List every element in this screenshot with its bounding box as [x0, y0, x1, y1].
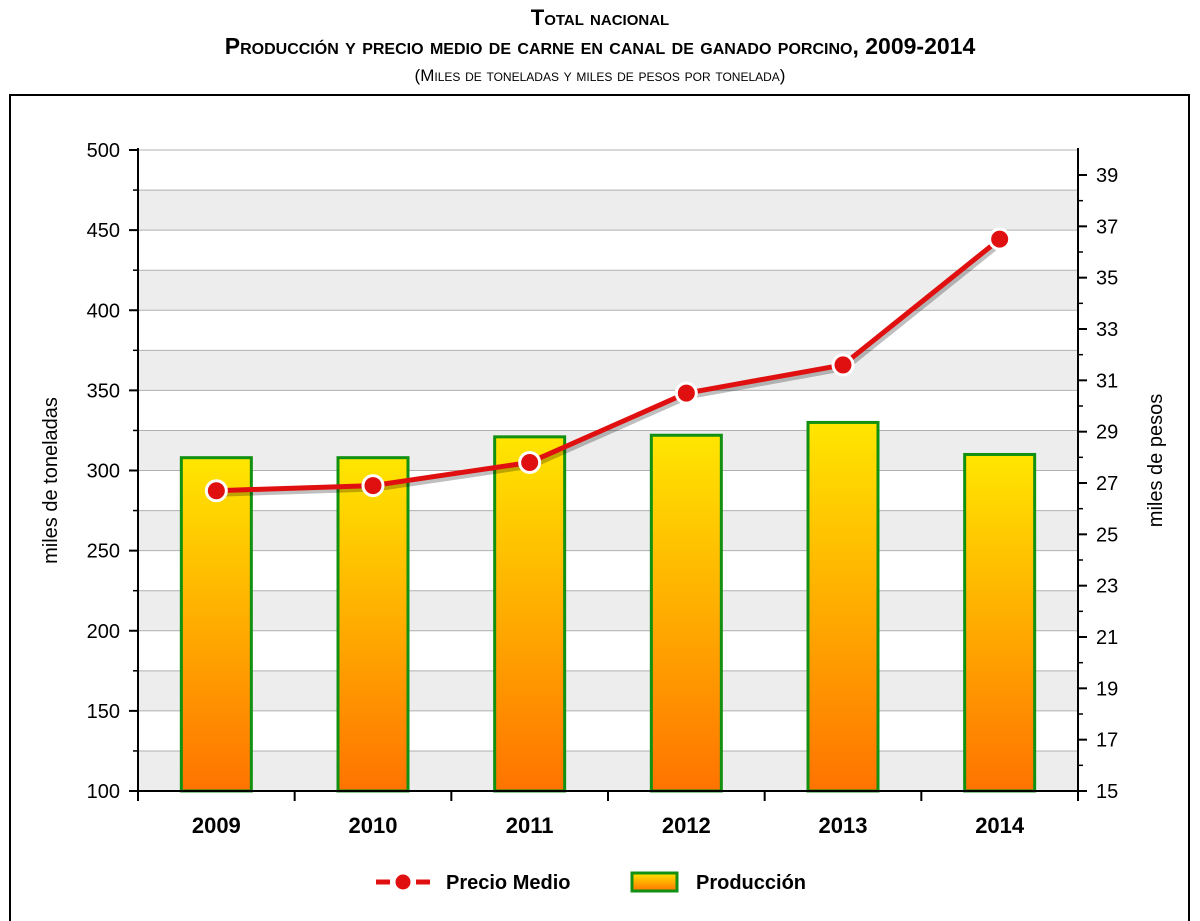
y-left-tick-label: 500 [87, 140, 120, 162]
y-right-tick-label: 27 [1096, 473, 1118, 495]
price-point [361, 474, 385, 498]
chart-subtitle: Producción y precio medio de carne en ca… [224, 33, 976, 59]
production-bar [649, 433, 723, 793]
price-point [204, 479, 228, 503]
price-line-shadow [218, 239, 1004, 497]
legend-marker-swatch [392, 871, 414, 893]
price-point [674, 381, 698, 405]
grid-band [138, 190, 1078, 231]
y-right-tick-label: 21 [1096, 627, 1118, 649]
x-tick-label: 2010 [349, 813, 398, 838]
legend-label-precio: Precio Medio [446, 872, 570, 894]
grid-band [138, 670, 1078, 711]
production-bar [963, 452, 1037, 793]
legend-label-produccion: Producción [696, 872, 806, 894]
y-right-tick-label: 31 [1096, 370, 1118, 392]
price-point [831, 353, 855, 377]
y-left-tick-label: 150 [87, 701, 120, 723]
chart-units: (Miles de toneladas y miles de pesos por… [414, 66, 786, 85]
grid-band [138, 430, 1078, 471]
y-left-tick-label: 100 [87, 781, 120, 803]
x-tick-label: 2013 [819, 813, 868, 838]
y-left-axis-label: miles de toneladas [40, 397, 62, 564]
production-bar [806, 420, 880, 793]
y-right-tick-label: 25 [1096, 524, 1118, 546]
y-right-tick-label: 15 [1096, 781, 1118, 803]
y-left-tick-label: 200 [87, 621, 120, 643]
price-line [216, 237, 1002, 494]
y-right-tick-label: 29 [1096, 422, 1118, 444]
price-point [518, 450, 542, 474]
y-right-tick-label: 39 [1096, 165, 1118, 187]
production-bar [336, 456, 410, 793]
chart-frame [9, 94, 1190, 921]
x-tick-label: 2012 [662, 813, 711, 838]
grid-band [138, 510, 1078, 551]
y-left-tick-label: 400 [87, 300, 120, 322]
y-left-tick-label: 250 [87, 541, 120, 563]
x-tick-label: 2014 [975, 813, 1025, 838]
y-right-tick-label: 35 [1096, 268, 1118, 290]
y-right-tick-label: 17 [1096, 730, 1118, 752]
y-left-tick-label: 300 [87, 461, 120, 483]
x-tick-label: 2009 [192, 813, 241, 838]
y-right-tick-label: 37 [1096, 216, 1118, 238]
y-left-tick-label: 450 [87, 220, 120, 242]
production-bar [493, 435, 567, 793]
x-tick-label: 2011 [506, 813, 554, 838]
legend-bar-swatch [630, 871, 679, 893]
y-left-tick-label: 350 [87, 380, 120, 402]
y-right-tick-label: 33 [1096, 319, 1118, 341]
price-point [988, 227, 1012, 251]
grid-band [138, 750, 1078, 791]
grid-band [138, 590, 1078, 631]
production-bar [179, 456, 253, 793]
grid-band [138, 350, 1078, 391]
y-right-tick-label: 23 [1096, 576, 1118, 598]
y-right-axis-label: miles de pesos [1145, 394, 1167, 527]
y-right-tick-label: 19 [1096, 678, 1118, 700]
chart-title: Total nacional [530, 5, 670, 30]
